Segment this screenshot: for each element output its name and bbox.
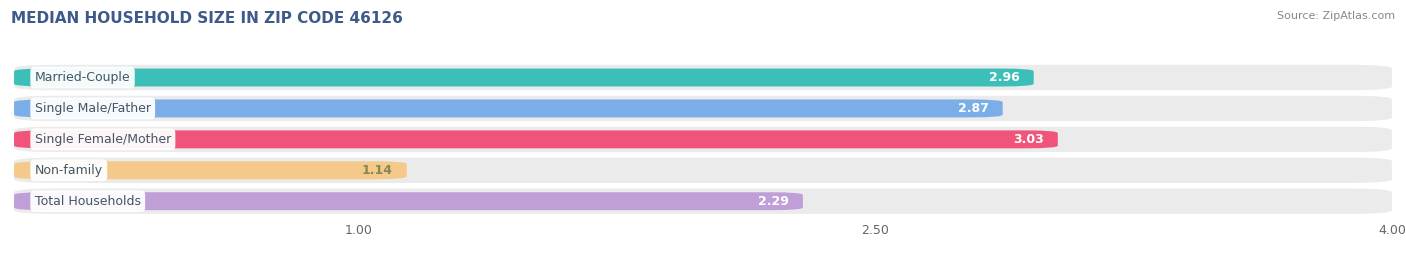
Text: Source: ZipAtlas.com: Source: ZipAtlas.com — [1277, 11, 1395, 21]
FancyBboxPatch shape — [14, 131, 1057, 148]
FancyBboxPatch shape — [14, 161, 406, 179]
Text: Non-family: Non-family — [35, 164, 103, 177]
Text: 3.03: 3.03 — [1014, 133, 1045, 146]
FancyBboxPatch shape — [14, 158, 1392, 183]
Text: Married-Couple: Married-Couple — [35, 71, 131, 84]
Text: Single Female/Mother: Single Female/Mother — [35, 133, 172, 146]
Text: Single Male/Father: Single Male/Father — [35, 102, 150, 115]
FancyBboxPatch shape — [14, 127, 1392, 152]
Text: 2.87: 2.87 — [957, 102, 988, 115]
FancyBboxPatch shape — [14, 96, 1392, 121]
Text: MEDIAN HOUSEHOLD SIZE IN ZIP CODE 46126: MEDIAN HOUSEHOLD SIZE IN ZIP CODE 46126 — [11, 11, 404, 26]
Text: Total Households: Total Households — [35, 195, 141, 208]
Text: 1.14: 1.14 — [361, 164, 392, 177]
FancyBboxPatch shape — [14, 99, 1002, 117]
Text: 2.96: 2.96 — [990, 71, 1019, 84]
FancyBboxPatch shape — [14, 69, 1033, 87]
FancyBboxPatch shape — [14, 188, 1392, 214]
FancyBboxPatch shape — [14, 192, 803, 210]
Text: 2.29: 2.29 — [758, 195, 789, 208]
FancyBboxPatch shape — [14, 65, 1392, 90]
